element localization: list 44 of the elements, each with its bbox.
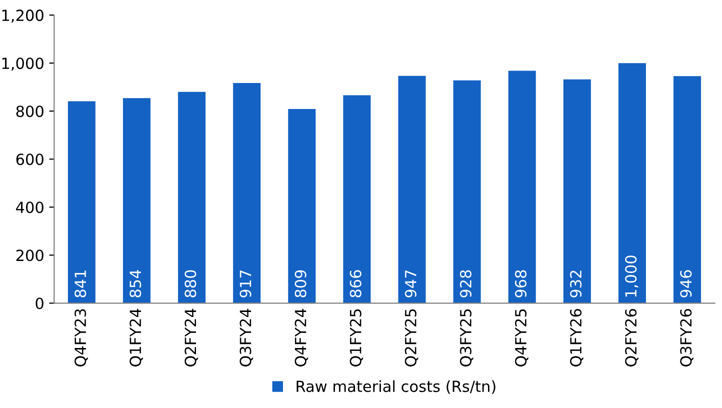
text: 866 [350, 270, 362, 298]
text: 946 [680, 270, 692, 298]
text: 928 [460, 270, 472, 298]
x-tick-label: Q1FY25 [350, 309, 364, 366]
bar [233, 83, 261, 304]
x-tick-label: Q1FY26 [570, 308, 584, 366]
text: 809 [294, 270, 306, 298]
bar [178, 92, 206, 304]
text: 947 [404, 270, 416, 298]
bar [122, 98, 150, 304]
text: 968 [514, 270, 527, 298]
y-tick-label: 400 [16, 202, 44, 214]
y-tick-label: 1,200 [2, 10, 44, 23]
x-tick-label: Q4FY23 [74, 309, 88, 366]
x-tick-label: Q2FY24 [184, 308, 198, 366]
y-tick-label: 600 [16, 154, 44, 166]
text: 854 [130, 270, 142, 298]
bar [453, 80, 481, 304]
text: 1,000 [625, 256, 638, 297]
x-tick-label: Q2FY26 [625, 308, 638, 366]
bar [398, 76, 426, 304]
text: 841 [74, 270, 86, 298]
text: 932 [570, 270, 582, 298]
x-tick-label: Q3FY25 [460, 309, 474, 366]
x-tick-label: Q4FY25 [514, 309, 528, 366]
bar [288, 108, 316, 304]
x-tick-label: Q3FY24 [240, 308, 254, 366]
x-tick-label: Q3FY26 [680, 308, 694, 366]
y-tick-label: 200 [16, 250, 44, 262]
bar [343, 95, 371, 304]
bar [618, 63, 646, 304]
x-tick-label: Q1FY24 [130, 308, 143, 366]
text: 917 [240, 270, 252, 298]
y-tick-label: 0 [36, 298, 44, 310]
bar [673, 76, 702, 304]
x-tick-label: Q4FY24 [294, 308, 308, 366]
bar [563, 79, 591, 304]
bar [68, 101, 96, 304]
text: 880 [184, 270, 196, 298]
bar [508, 70, 536, 304]
y-tick-label: 800 [16, 106, 44, 118]
y-tick-label: 1,000 [2, 58, 44, 71]
legend-label: Raw material costs (Rs/tn) [296, 380, 496, 394]
x-tick-label: Q2FY25 [404, 309, 418, 366]
